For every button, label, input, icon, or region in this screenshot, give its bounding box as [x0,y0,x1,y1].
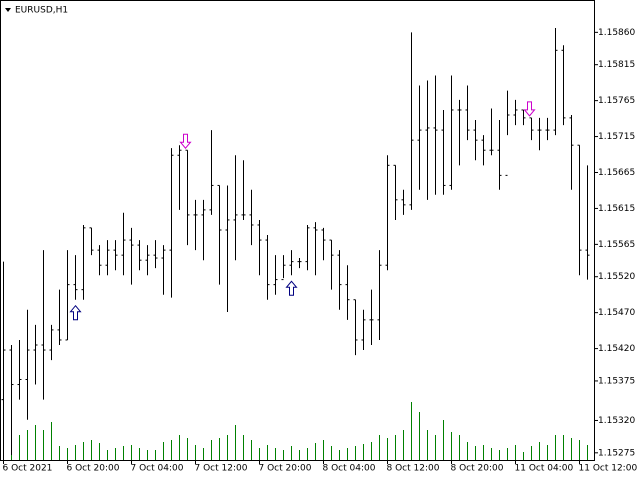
y-tick-label: 1.15765 [598,96,635,106]
sell-arrow [523,101,536,117]
y-tick-label: 1.15715 [598,132,635,142]
y-tick-label: 1.15420 [598,344,635,354]
sell-arrow [179,133,192,150]
buy-arrow [285,280,298,296]
y-tick-label: 1.15470 [598,308,635,318]
y-tick-label: 1.15615 [598,204,635,214]
x-tick-label: 6 Oct 2021 [3,464,53,474]
menu-triangle[interactable] [5,8,11,12]
y-tick-label: 1.15860 [598,28,635,38]
y-tick-label: 1.15275 [598,448,635,458]
x-tick-label: 7 Oct 20:00 [259,464,312,474]
y-tick-label: 1.15565 [598,240,635,250]
x-tick-label: 11 Oct 04:00 [515,464,574,474]
buy-arrow [69,304,82,321]
y-tick-label: 1.15520 [598,272,635,282]
x-tick-label: 6 Oct 20:00 [67,464,120,474]
x-tick-label: 8 Oct 20:00 [451,464,504,474]
chart-title: EURUSD,H1 [15,6,68,16]
y-tick-label: 1.15320 [598,416,635,426]
x-tick-label: 8 Oct 04:00 [323,464,376,474]
plot-frame [0,0,595,461]
y-tick-label: 1.15375 [598,376,635,386]
x-tick-label: 7 Oct 04:00 [131,464,184,474]
y-tick-label: 1.15665 [598,168,635,178]
x-tick-label: 11 Oct 12:00 [579,464,638,474]
x-tick-label: 7 Oct 12:00 [195,464,248,474]
y-tick-label: 1.15815 [598,60,635,70]
x-tick-label: 8 Oct 12:00 [387,464,440,474]
